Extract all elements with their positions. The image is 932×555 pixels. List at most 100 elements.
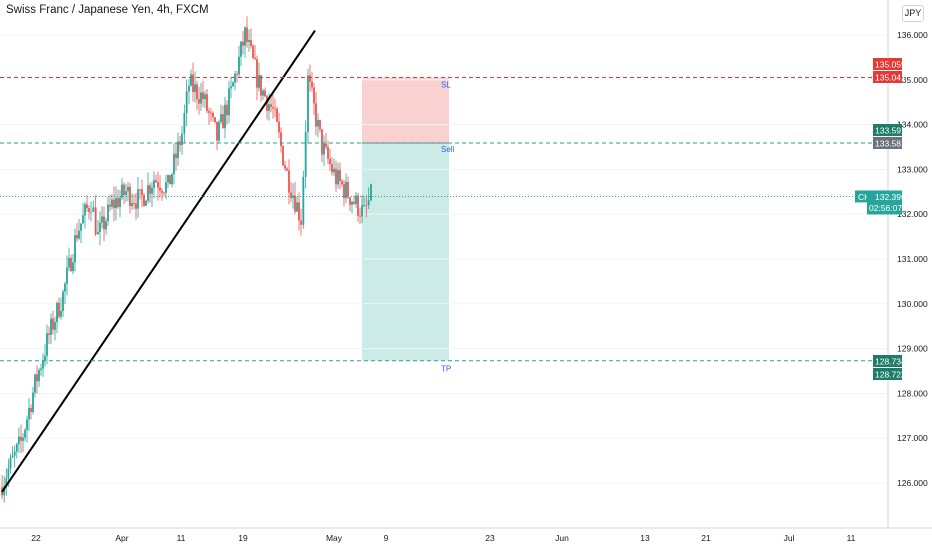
take-profit-zone[interactable] bbox=[362, 142, 449, 361]
candle-body bbox=[107, 204, 109, 222]
currency-button[interactable]: JPY bbox=[902, 5, 924, 22]
candle-body bbox=[341, 181, 343, 185]
x-tick-label: 13 bbox=[640, 533, 650, 543]
candle-body bbox=[115, 198, 117, 208]
x-tick-label: 19 bbox=[238, 533, 248, 543]
candle-body bbox=[256, 59, 258, 88]
candle-body bbox=[323, 143, 325, 155]
entry-label: Sell bbox=[441, 145, 455, 154]
entry-lower-tag-bg bbox=[873, 137, 902, 149]
candle-body bbox=[335, 168, 337, 185]
candle-body bbox=[198, 99, 200, 104]
y-tick-label: 136.000 bbox=[897, 30, 928, 40]
candle-body bbox=[72, 262, 74, 272]
countdown-tag: 02:56:07 bbox=[869, 203, 902, 213]
x-tick-label: 23 bbox=[485, 533, 495, 543]
candle-body bbox=[97, 231, 99, 235]
tp-upper-tag: 128.734 bbox=[875, 357, 906, 367]
candle-body bbox=[232, 82, 234, 87]
tp-upper-tag-bg bbox=[873, 355, 902, 367]
candle-body bbox=[361, 205, 363, 217]
candle-body bbox=[139, 189, 141, 191]
trendline[interactable] bbox=[1, 29, 316, 493]
sl-upper-tag-bg bbox=[873, 58, 902, 70]
candle-body bbox=[294, 195, 296, 212]
candle-body bbox=[141, 189, 143, 196]
candle-body bbox=[143, 195, 145, 206]
current-price-tag: 132.396 bbox=[875, 192, 906, 202]
x-tick-label: 22 bbox=[31, 533, 41, 543]
candle-body bbox=[109, 204, 111, 207]
candle-body bbox=[248, 40, 250, 43]
candle-body bbox=[70, 257, 72, 272]
candle-body bbox=[286, 168, 288, 171]
candle-body bbox=[22, 437, 24, 441]
candle-body bbox=[153, 180, 155, 188]
tp-lower-tag: 128.723 bbox=[875, 370, 906, 380]
candle-body bbox=[357, 195, 359, 216]
candle-body bbox=[42, 360, 44, 369]
candle-body bbox=[272, 107, 274, 109]
sl-lower-tag: 135.041 bbox=[875, 73, 906, 83]
candle-body bbox=[349, 197, 351, 205]
candle-body bbox=[62, 291, 64, 312]
candle-body bbox=[127, 186, 129, 192]
candle-body bbox=[163, 192, 165, 194]
candle-body bbox=[228, 88, 230, 116]
candle-body bbox=[345, 181, 347, 199]
x-tick-label: 11 bbox=[847, 533, 856, 543]
candle-body bbox=[343, 184, 345, 199]
price-levels: SL Sell TP bbox=[0, 77, 888, 374]
y-tick-label: 135.000 bbox=[897, 75, 928, 85]
price-labels: 135.059 135.041 133.591 133.581 128.734 128.7… bbox=[855, 58, 906, 380]
y-tick-label: 132.000 bbox=[897, 209, 928, 219]
candle-body bbox=[167, 175, 169, 183]
candle-body bbox=[327, 146, 329, 159]
candle-body bbox=[105, 221, 107, 230]
candle-body bbox=[56, 302, 58, 323]
candle-body bbox=[181, 133, 183, 145]
candle-body bbox=[103, 216, 105, 230]
candle-body bbox=[86, 204, 88, 209]
candle-body bbox=[244, 27, 246, 46]
candles bbox=[1, 16, 372, 503]
candle-body bbox=[290, 192, 292, 198]
take-profit-label: TP bbox=[441, 365, 451, 374]
candle-body bbox=[50, 318, 52, 335]
candle-body bbox=[347, 181, 349, 198]
candle-body bbox=[192, 74, 194, 92]
candle-body bbox=[24, 430, 26, 438]
candle-body bbox=[135, 203, 137, 209]
candle-body bbox=[212, 112, 214, 118]
candle-body bbox=[74, 235, 76, 263]
candle-body bbox=[250, 40, 252, 47]
candle-body bbox=[155, 180, 157, 183]
candle-body bbox=[304, 132, 307, 177]
candle-body bbox=[30, 407, 32, 412]
stop-loss-zone[interactable] bbox=[362, 77, 449, 143]
sl-upper-tag: 135.059 bbox=[875, 60, 906, 70]
candle-body bbox=[315, 103, 317, 127]
candle-body bbox=[84, 204, 86, 216]
candle-body bbox=[331, 163, 333, 173]
candle-body bbox=[66, 267, 68, 284]
candle-body bbox=[246, 27, 248, 43]
y-tick-label: 126.000 bbox=[897, 478, 928, 488]
candle-body bbox=[226, 104, 228, 116]
candle-body bbox=[28, 407, 30, 420]
candle-body bbox=[333, 168, 335, 173]
candle-body bbox=[58, 302, 60, 317]
chart-title: Swiss Franc / Japanese Yen, 4h, FXCM bbox=[6, 4, 209, 16]
candle-body bbox=[145, 200, 147, 206]
candle-body bbox=[80, 223, 82, 231]
candle-body bbox=[270, 104, 272, 108]
candle-body bbox=[76, 235, 78, 239]
x-tick-label: 9 bbox=[384, 533, 389, 543]
candle-body bbox=[302, 176, 305, 225]
candle-body bbox=[131, 202, 133, 207]
candle-body bbox=[355, 195, 357, 204]
x-tick-label: Apr bbox=[115, 533, 128, 543]
candle-body bbox=[329, 158, 331, 164]
